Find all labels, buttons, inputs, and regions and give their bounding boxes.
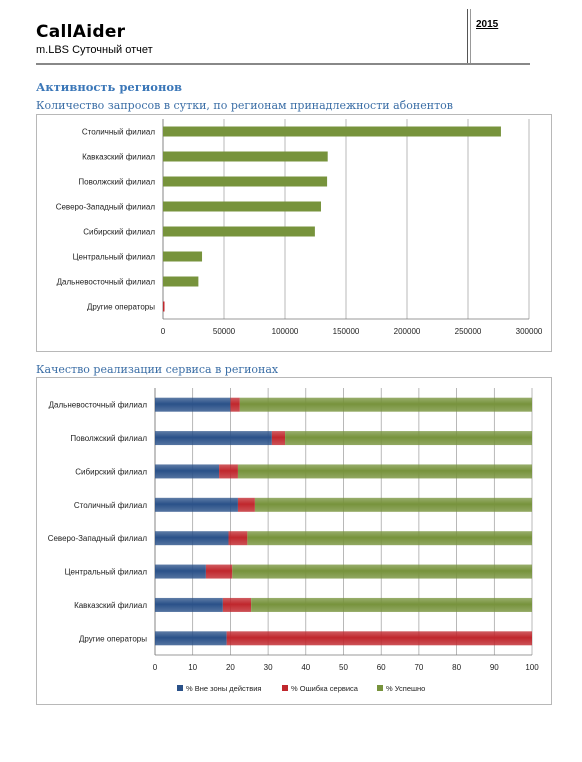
bar-дальневосточный-филиал--успешно (239, 397, 532, 412)
report-subtitle: m.LBS Суточный отчет (36, 44, 153, 56)
chart2-container: 0 10 20 30 40 50 60 70 80 90 100 Дальневосточный фи… (36, 377, 552, 705)
bar-сибирский-филиал--вне-зоны-действия (155, 464, 220, 479)
bar-другие-операторы (163, 301, 165, 312)
bar-поволжский-филиал--успешно (285, 431, 532, 446)
header-rule (36, 63, 530, 65)
bar-центральный-филиал--успешно (232, 564, 532, 579)
bar-столичный-филиал--успешно (254, 497, 532, 512)
chart2-title: Качество реализации сервиса в регионах (36, 363, 279, 376)
category-label-сибирский-филиал: Сибирский филиал (75, 467, 147, 476)
x-tick-100: 100 (525, 663, 539, 672)
bar-сибирский-филиал (163, 226, 315, 237)
bar-столичный-филиал (163, 126, 501, 137)
section-title: Активность регионов (36, 80, 183, 94)
report-year: 2015 (476, 19, 499, 30)
x-tick-250000: 250000 (455, 327, 482, 336)
bar-дальневосточный-филиал--ошибка-сервиса (230, 397, 240, 412)
category-label-другие-операторы: Другие операторы (87, 303, 155, 312)
category-label-северо-западный-филиал: Северо-Западный филиал (56, 203, 156, 212)
bar-столичный-филиал--вне-зоны-действия (155, 497, 238, 512)
brand-logo: CallAider (36, 22, 126, 42)
x-tick-300000: 300000 (516, 327, 543, 336)
x-tick-10: 10 (188, 663, 197, 672)
category-label-кавказский-филиал: Кавказский филиал (82, 153, 155, 162)
x-tick-20: 20 (226, 663, 235, 672)
x-tick-70: 70 (414, 663, 423, 672)
bar-другие-операторы--ошибка-сервиса (226, 631, 532, 646)
chart1-title: Количество запросов в сутки, по регионам… (36, 99, 453, 112)
bar-центральный-филиал--вне-зоны-действия (155, 564, 206, 579)
legend-label-2: % Успешно (386, 684, 425, 693)
category-label-поволжский-филиал: Поволжский филиал (78, 178, 155, 187)
legend-swatch-0 (177, 685, 183, 691)
x-tick-60: 60 (377, 663, 386, 672)
service-quality-chart: 0 10 20 30 40 50 60 70 80 90 100 Дальневосточный фи… (48, 388, 539, 693)
bar-дальневосточный-филиал--вне-зоны-действия (155, 397, 231, 412)
bar-кавказский-филиал--вне-зоны-действия (155, 597, 223, 612)
x-tick-150000: 150000 (333, 327, 360, 336)
legend-swatch-1 (282, 685, 288, 691)
x-tick-90: 90 (490, 663, 499, 672)
x-tick-30: 30 (264, 663, 273, 672)
category-label-северо-западный-филиал: Северо-Западный филиал (48, 534, 148, 543)
bar-северо-западный-филиал (163, 201, 321, 212)
x-tick-200000: 200000 (394, 327, 421, 336)
bar-столичный-филиал--ошибка-сервиса (237, 497, 255, 512)
category-label-кавказский-филиал: Кавказский филиал (74, 601, 147, 610)
x-tick-100000: 100000 (272, 327, 299, 336)
chart1-container: 0 50000 100000 150000 200000 250000 300000 Стол… (36, 114, 552, 352)
bar-кавказский-филиал (163, 151, 328, 162)
category-label-центральный-филиал: Центральный филиал (65, 568, 148, 577)
x-tick-80: 80 (452, 663, 461, 672)
category-label-столичный-филиал: Столичный филиал (74, 501, 147, 510)
bar-центральный-филиал--ошибка-сервиса (205, 564, 233, 579)
category-label-дальневосточный-филиал: Дальневосточный филиал (57, 278, 156, 287)
legend-label-1: % Ошибка сервиса (291, 684, 359, 693)
category-label-столичный-филиал: Столичный филиал (82, 128, 155, 137)
bar-поволжский-филиал--вне-зоны-действия (155, 431, 272, 446)
bar-поволжский-филиал (163, 176, 328, 187)
header-divider (467, 9, 468, 63)
x-tick-0: 0 (153, 663, 158, 672)
x-tick-50000: 50000 (213, 327, 236, 336)
category-label-другие-операторы: Другие операторы (79, 634, 147, 643)
bar-сибирский-филиал--успешно (237, 464, 532, 479)
category-label-поволжский-филиал: Поволжский филиал (70, 434, 147, 443)
bar-кавказский-филиал--ошибка-сервиса (222, 597, 252, 612)
category-label-сибирский-филиал: Сибирский филиал (83, 228, 155, 237)
legend-label-0: % Вне зоны действия (186, 684, 261, 693)
x-tick-50: 50 (339, 663, 348, 672)
bar-северо-западный-филиал--вне-зоны-действия (155, 531, 229, 546)
bar-кавказский-филиал--успешно (251, 597, 532, 612)
bar-другие-операторы--вне-зоны-действия (155, 631, 227, 646)
category-label-центральный-филиал: Центральный филиал (73, 253, 156, 262)
legend-swatch-2 (377, 685, 383, 691)
bar-сибирский-филиал--ошибка-сервиса (219, 464, 238, 479)
bar-поволжский-филиал--ошибка-сервиса (271, 431, 286, 446)
bar-северо-западный-филиал--успешно (247, 531, 533, 546)
bar-центральный-филиал (163, 251, 203, 262)
requests-by-region-chart: 0 50000 100000 150000 200000 250000 300000 Стол… (56, 119, 543, 336)
x-tick-0: 0 (161, 327, 166, 336)
bar-северо-западный-филиал--ошибка-сервиса (228, 531, 248, 546)
x-tick-40: 40 (301, 663, 310, 672)
header-divider-secondary (470, 9, 471, 63)
category-label-дальневосточный-филиал: Дальневосточный филиал (49, 401, 148, 410)
bar-дальневосточный-филиал (163, 276, 199, 287)
